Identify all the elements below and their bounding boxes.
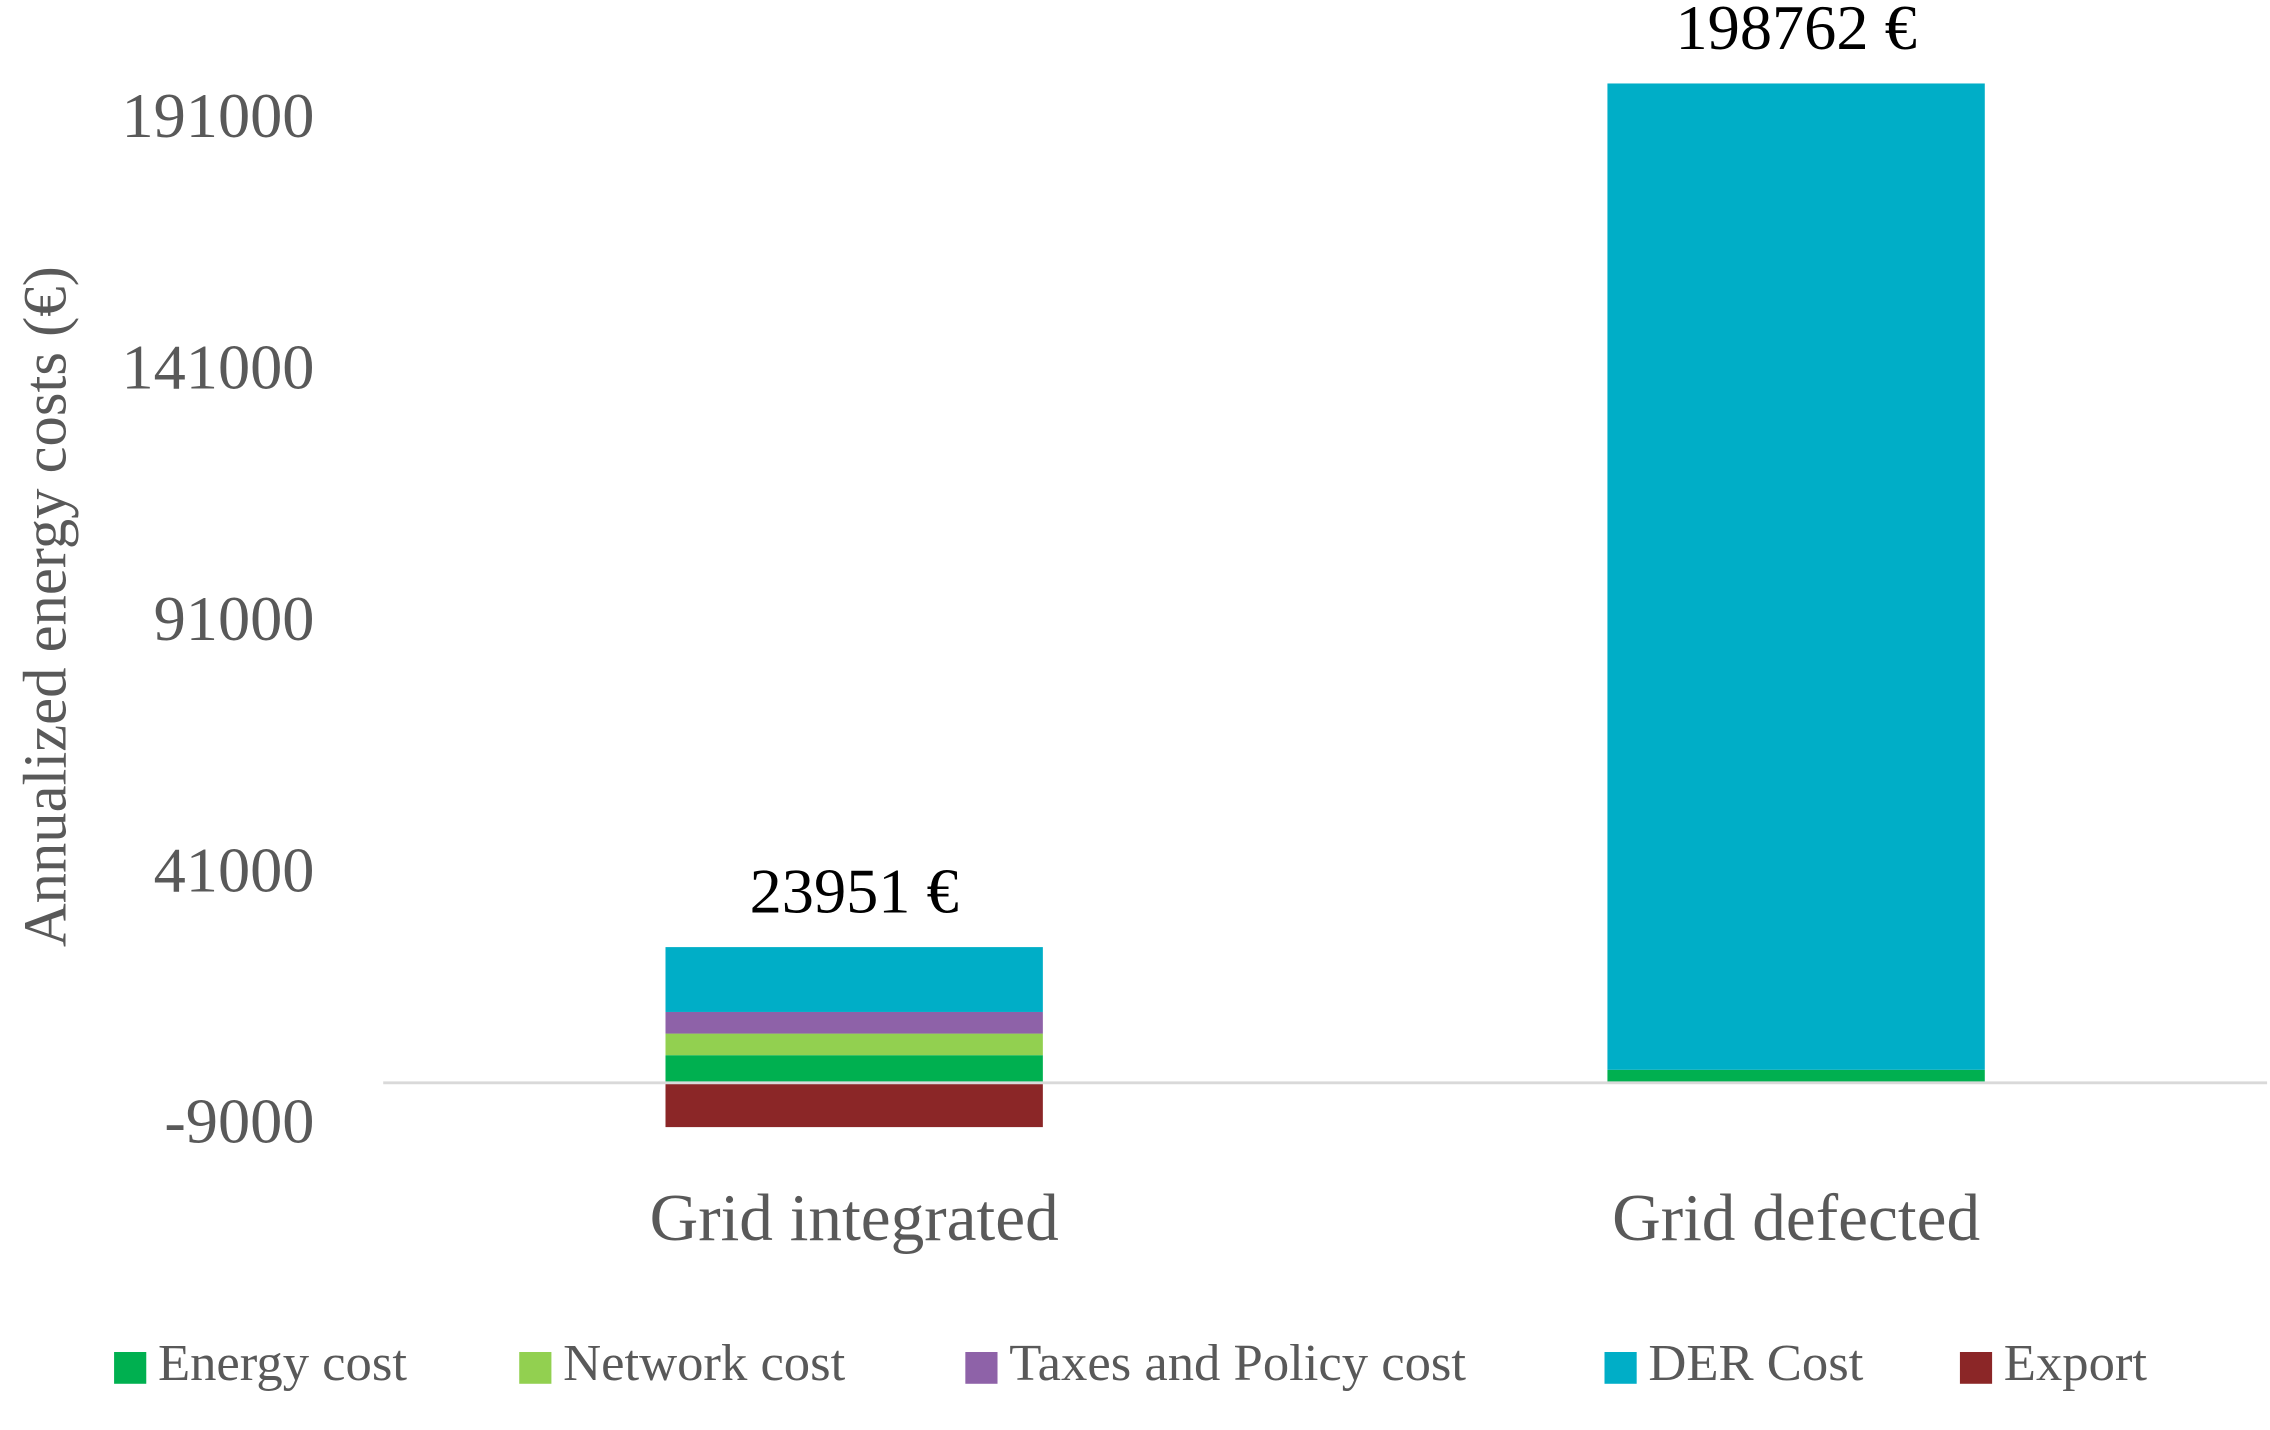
legend-label: DER Cost	[1648, 1334, 1863, 1392]
x-tick-label: Grid integrated	[650, 1182, 1059, 1256]
y-tick-label: 41000	[154, 835, 315, 906]
bar-segment	[665, 1055, 1043, 1083]
bar-segment	[1607, 1069, 1985, 1083]
legend-label: Export	[2004, 1334, 2148, 1392]
legend-label: Taxes and Policy cost	[1009, 1334, 1466, 1392]
bar-segment	[665, 947, 1043, 1012]
total-label: 198762 €	[1675, 0, 1916, 63]
legend-swatch	[519, 1352, 552, 1384]
y-tick-label: -9000	[164, 1086, 314, 1157]
bar-segment	[665, 1082, 1043, 1128]
legend-swatch	[965, 1352, 998, 1384]
bar-segment	[665, 1033, 1043, 1056]
legend-swatch	[114, 1352, 147, 1384]
bar-segment	[1607, 83, 1985, 1070]
bar-segment	[665, 1011, 1043, 1034]
y-tick-label: 91000	[154, 583, 315, 654]
y-tick-label: 191000	[121, 80, 314, 151]
legend-label: Energy cost	[158, 1334, 407, 1392]
y-axis-title: Annualized energy costs (€)	[12, 266, 79, 947]
x-tick-label: Grid defected	[1612, 1182, 1980, 1256]
legend-label: Network cost	[563, 1334, 846, 1392]
y-tick-label: 141000	[121, 332, 314, 403]
legend-swatch	[1604, 1352, 1637, 1384]
total-label: 23951 €	[750, 856, 959, 927]
legend-swatch	[1959, 1352, 1993, 1384]
